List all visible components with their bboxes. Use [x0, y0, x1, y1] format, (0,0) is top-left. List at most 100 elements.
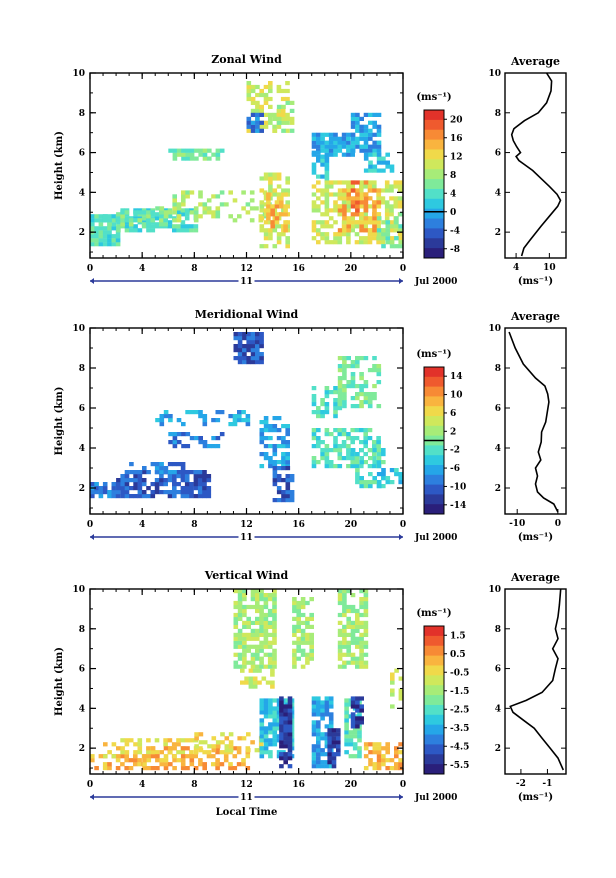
heatmap-cell — [202, 202, 208, 207]
heatmap-cell — [250, 112, 256, 117]
heatmap-cell — [350, 628, 356, 633]
heatmap-cell — [324, 184, 330, 189]
colorbar-swatch — [424, 129, 444, 141]
heatmap-cell — [287, 748, 293, 753]
heatmap-cell — [272, 452, 278, 457]
heatmap-cells — [90, 332, 403, 503]
heatmap-cell — [167, 490, 173, 495]
heatmap-cell — [320, 712, 325, 717]
heatmap-cell — [146, 486, 151, 491]
heatmap-cell — [316, 728, 321, 733]
colorbar-swatch — [424, 695, 444, 706]
colorbar-tick-label: 16 — [450, 134, 463, 144]
heatmap-cell — [281, 478, 286, 483]
heatmap-cell — [244, 676, 249, 681]
heatmap-cell — [259, 710, 265, 715]
heatmap-cell — [198, 758, 203, 763]
y-tick-label: 4 — [79, 444, 85, 454]
heatmap-cell — [285, 456, 290, 461]
heatmap-cell — [359, 720, 364, 725]
heatmap-cell — [268, 444, 273, 449]
heatmap-cell — [359, 212, 364, 217]
heatmap-cell — [206, 198, 212, 203]
heatmap-cell — [394, 766, 399, 771]
heatmap-cell — [241, 410, 246, 415]
heatmap-cell — [255, 648, 260, 653]
heatmap-cell — [342, 628, 347, 633]
heatmap-cell — [296, 608, 301, 614]
heatmap-cell — [259, 356, 264, 361]
heatmap-cell — [242, 624, 247, 629]
x-tick-label: 0 — [400, 780, 406, 790]
heatmap-cell — [355, 700, 360, 705]
heatmap-cell — [198, 190, 203, 195]
heatmap-cell — [215, 148, 221, 153]
heatmap-cell — [363, 604, 369, 610]
heatmap-cell — [263, 236, 269, 241]
heatmap-cell — [363, 180, 369, 185]
heatmap-cell — [328, 712, 334, 717]
heatmap-cell — [255, 336, 260, 341]
heatmap-cell — [268, 88, 273, 94]
heatmap-cell — [181, 198, 186, 203]
heatmap-cell — [215, 210, 221, 215]
y-tick-label: 2 — [79, 484, 85, 494]
heatmap-cell — [331, 736, 337, 741]
heatmap-cell — [279, 712, 284, 717]
profile-x-tick-label: 4 — [513, 263, 519, 273]
heatmap-cell — [154, 466, 160, 471]
heatmap-cell — [279, 764, 284, 769]
colorbar-unit: (ms⁻¹) — [416, 349, 451, 360]
heatmap-cell — [237, 652, 243, 657]
heatmap-cell — [181, 202, 186, 207]
heatmap-cell — [189, 738, 194, 743]
heatmap-cell — [242, 344, 247, 349]
heatmap-cell — [266, 208, 271, 213]
heatmap-cell — [237, 612, 243, 618]
heatmap-cell — [281, 128, 286, 133]
heatmap-cell — [372, 120, 377, 125]
heatmap-cell — [249, 190, 255, 195]
heatmap-cell — [287, 696, 293, 701]
heatmap-cell — [280, 88, 286, 94]
heatmap-cell — [346, 152, 351, 157]
heatmap-cell — [172, 494, 177, 499]
heatmap-cell — [120, 490, 125, 495]
heatmap-cell — [189, 410, 195, 415]
heatmap-cell — [255, 356, 260, 361]
heatmap-cell — [233, 612, 239, 618]
heatmap-cell — [363, 593, 369, 598]
heatmap-cell — [272, 664, 277, 669]
heatmap-cell — [211, 744, 217, 749]
heatmap-cell — [342, 636, 347, 641]
heatmap-cell — [394, 754, 399, 759]
heatmap-cell — [372, 124, 377, 129]
heatmap-cell — [368, 168, 373, 173]
heatmap-cell — [120, 482, 125, 487]
heatmap-cell — [287, 740, 293, 745]
heatmap-cell — [320, 144, 325, 149]
heatmap-cell — [168, 414, 173, 419]
heatmap-cell — [376, 148, 382, 153]
date-arrow-right — [399, 794, 403, 800]
heatmap-cell — [311, 728, 317, 733]
heatmap-cell — [120, 478, 125, 483]
colorbar-swatch — [424, 425, 444, 437]
heatmap-cell — [316, 460, 321, 465]
heatmap-cell — [189, 486, 194, 491]
heatmap-cell — [133, 758, 138, 763]
heatmap-cell — [167, 474, 173, 479]
heatmap-cell — [272, 448, 278, 453]
heatmap-cell — [133, 742, 138, 747]
heatmap-cell — [90, 758, 95, 763]
heatmap-cell — [128, 758, 134, 763]
heatmap-cell — [363, 192, 369, 197]
heatmap-cell — [94, 226, 99, 231]
colorbar-swatch — [424, 744, 444, 755]
heatmap-cell — [372, 766, 378, 771]
colorbar-swatch — [424, 179, 444, 190]
heatmap-cell — [337, 428, 343, 433]
heatmap-cell — [263, 730, 269, 735]
heatmap-cell — [372, 212, 377, 217]
heatmap-cell — [268, 228, 273, 233]
